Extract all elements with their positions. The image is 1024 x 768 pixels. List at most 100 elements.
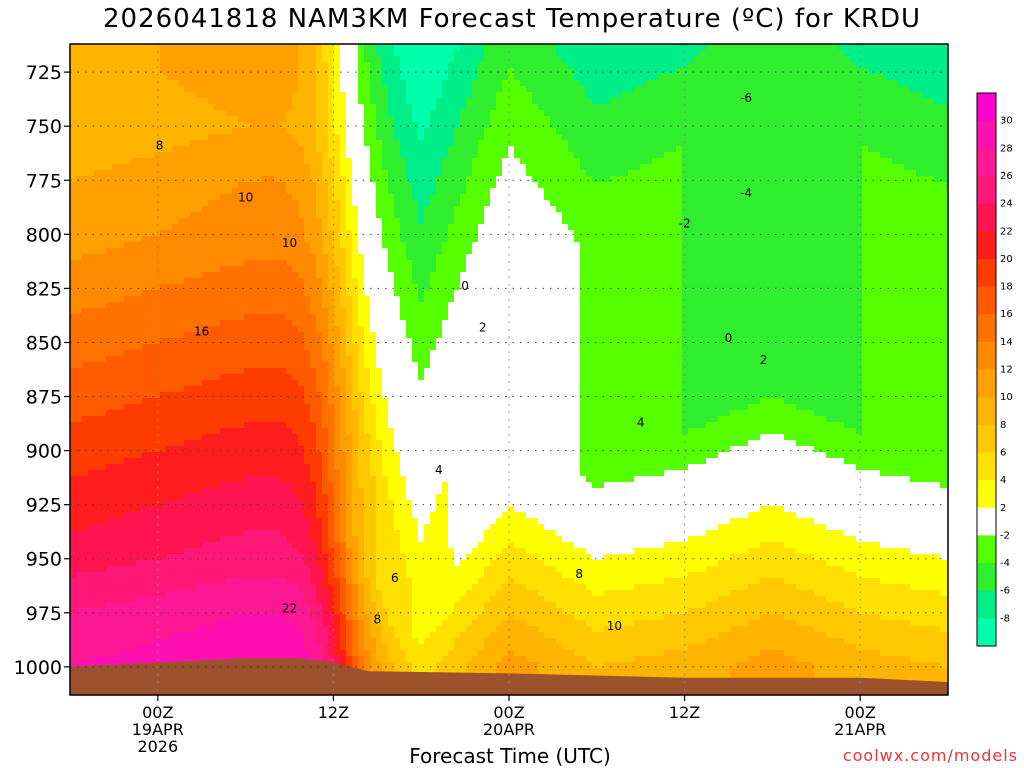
field-cell: [94, 458, 101, 465]
field-cell: [178, 476, 185, 483]
field-cell: [136, 116, 143, 123]
field-cell: [70, 92, 77, 99]
field-cell: [304, 422, 311, 429]
field-cell: [154, 452, 161, 459]
field-cell: [76, 578, 83, 585]
field-cell: [238, 530, 245, 537]
field-cell: [112, 272, 119, 279]
field-cell: [100, 272, 107, 279]
field-cell: [196, 536, 203, 543]
field-cell: [310, 506, 317, 513]
field-cell: [232, 260, 239, 267]
field-cell: [238, 542, 245, 549]
field-cell: [166, 224, 173, 231]
field-cell: [274, 380, 281, 387]
field-cell: [190, 44, 197, 51]
field-cell: [142, 104, 149, 111]
field-cell: [268, 524, 275, 531]
field-cell: [208, 386, 215, 393]
field-cell: [82, 656, 89, 663]
field-cell: [334, 92, 341, 99]
field-cell: [250, 152, 257, 159]
field-cell: [106, 182, 113, 189]
field-cell: [268, 380, 275, 387]
field-cell: [82, 536, 89, 543]
field-cell: [232, 470, 239, 477]
field-cell: [82, 332, 89, 339]
field-cell: [106, 290, 113, 297]
field-cell: [160, 230, 167, 237]
field-cell: [130, 596, 137, 603]
field-cell: [136, 170, 143, 177]
field-cell: [250, 230, 257, 237]
field-cell: [220, 182, 227, 189]
field-cell: [250, 68, 257, 75]
field-cell: [232, 512, 239, 519]
field-cell: [274, 614, 281, 621]
field-cell: [280, 362, 287, 369]
field-cell: [232, 344, 239, 351]
field-cell: [208, 278, 215, 285]
field-cell: [82, 86, 89, 93]
field-cell: [304, 578, 311, 585]
field-cell: [202, 518, 209, 525]
field-cell: [334, 620, 341, 627]
field-cell: [178, 452, 185, 459]
field-cell: [82, 170, 89, 177]
field-cell: [112, 356, 119, 363]
field-cell: [214, 458, 221, 465]
field-cell: [106, 518, 113, 525]
field-cell: [214, 560, 221, 567]
field-cell: [316, 500, 323, 507]
field-cell: [340, 344, 347, 351]
field-cell: [154, 428, 161, 435]
field-cell: [112, 194, 119, 201]
field-cell: [208, 434, 215, 441]
field-cell: [202, 248, 209, 255]
field-cell: [328, 74, 335, 81]
field-cell: [310, 554, 317, 561]
field-cell: [220, 62, 227, 69]
field-cell: [124, 110, 131, 117]
field-cell: [340, 182, 347, 189]
field-cell: [304, 440, 311, 447]
field-cell: [166, 254, 173, 261]
field-cell: [304, 518, 311, 525]
field-cell: [262, 224, 269, 231]
field-cell: [214, 410, 221, 417]
field-cell: [310, 260, 317, 267]
field-cell: [88, 206, 95, 213]
field-cell: [268, 650, 275, 657]
field-cell: [82, 650, 89, 657]
field-cell: [160, 614, 167, 621]
field-cell: [268, 356, 275, 363]
field-cell: [106, 194, 113, 201]
field-cell: [88, 482, 95, 489]
field-cell: [172, 656, 179, 663]
field-cell: [154, 362, 161, 369]
field-cell: [142, 434, 149, 441]
field-cell: [334, 518, 341, 525]
field-cell: [154, 410, 161, 417]
field-cell: [166, 590, 173, 597]
field-cell: [226, 554, 233, 561]
field-cell: [286, 398, 293, 405]
field-cell: [118, 404, 125, 411]
field-cell: [280, 506, 287, 513]
field-cell: [76, 560, 83, 567]
field-cell: [136, 338, 143, 345]
field-cell: [130, 308, 137, 315]
field-cell: [94, 590, 101, 597]
field-cell: [214, 644, 221, 651]
field-cell: [148, 458, 155, 465]
field-cell: [190, 476, 197, 483]
field-cell: [202, 362, 209, 369]
field-cell: [106, 200, 113, 207]
field-cell: [76, 338, 83, 345]
field-cell: [124, 170, 131, 177]
field-cell: [70, 482, 77, 489]
field-cell: [154, 224, 161, 231]
field-cell: [220, 242, 227, 249]
field-cell: [208, 200, 215, 207]
field-cell: [322, 338, 329, 345]
